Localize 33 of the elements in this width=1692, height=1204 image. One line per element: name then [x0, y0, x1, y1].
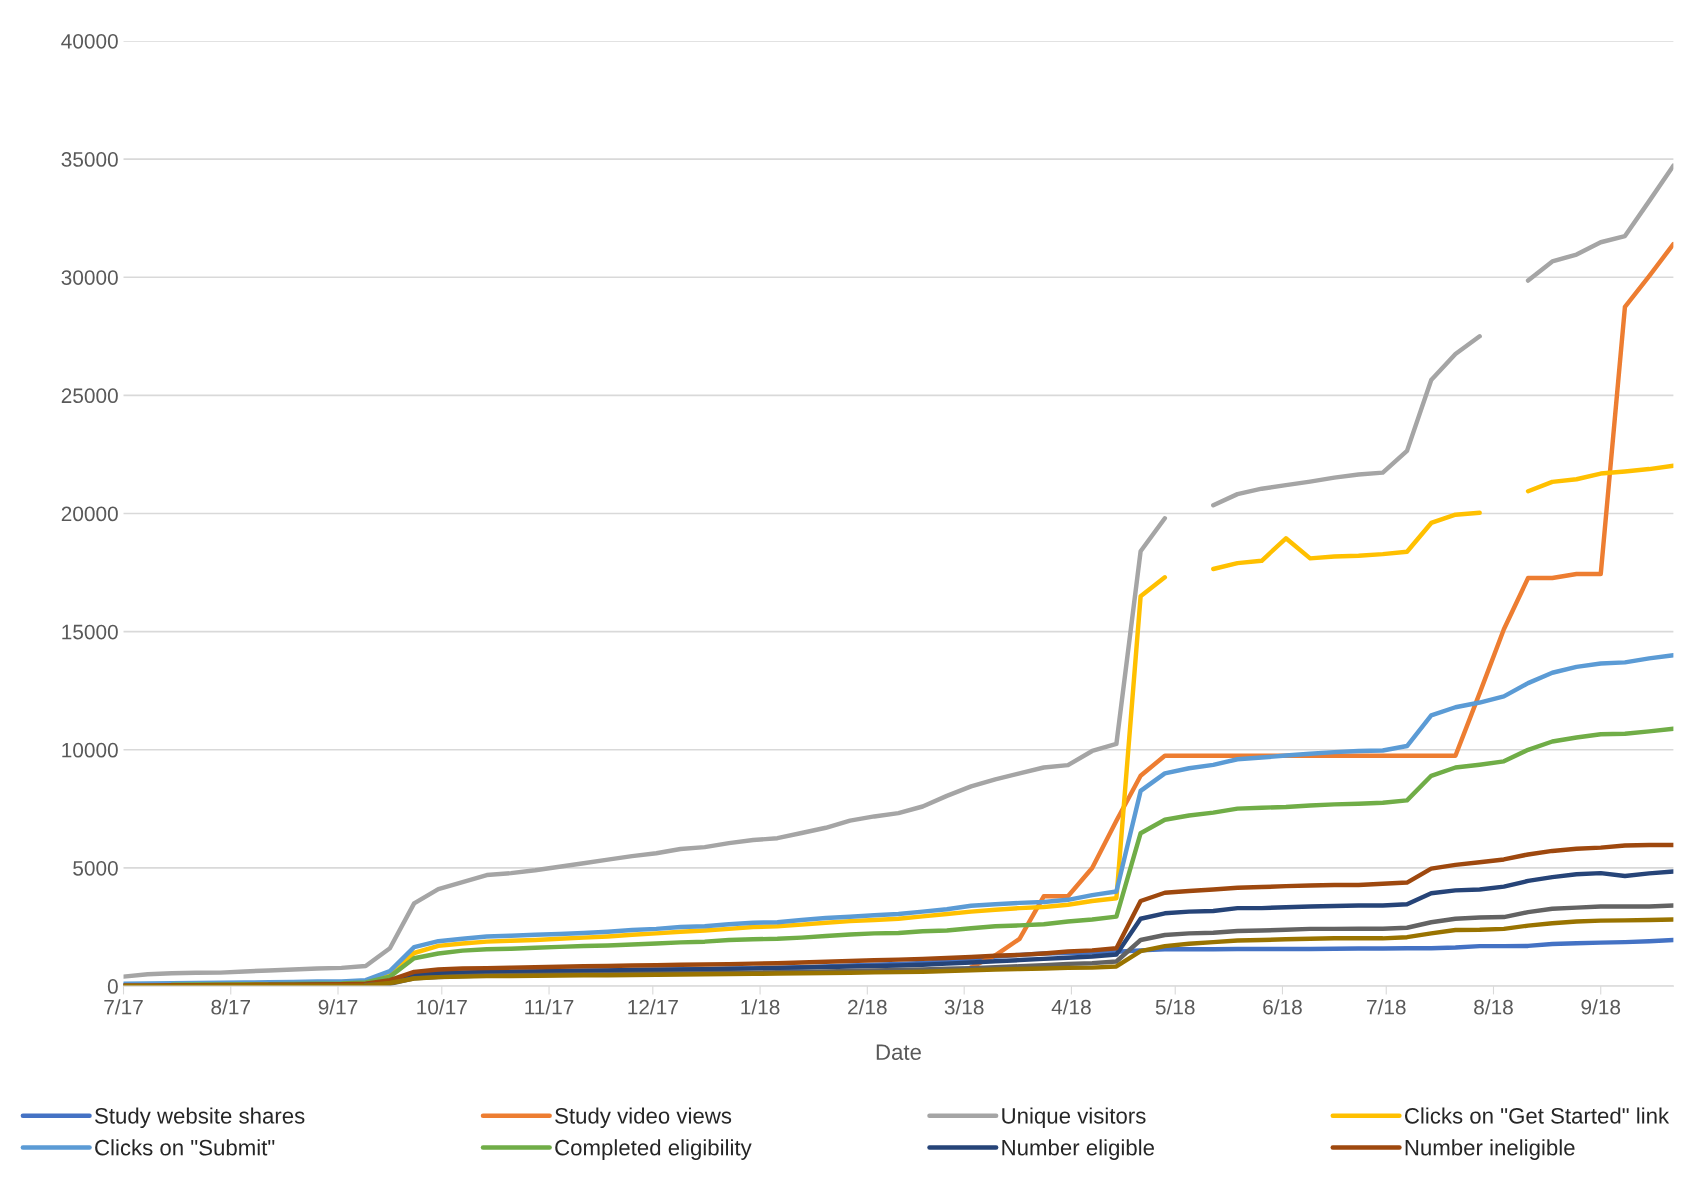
- x-tick-label: 10/17: [417, 999, 467, 1015]
- x-tick-label: 4/18: [1051, 999, 1091, 1015]
- x-tick-label: 11/17: [525, 999, 574, 1015]
- y-tick-label: 15000: [62, 624, 118, 640]
- x-tick-label: 3/18: [944, 999, 984, 1015]
- x-tick-label: 7/18: [1367, 999, 1406, 1015]
- x-tick-label: 6/18: [1263, 999, 1302, 1015]
- x-tick-label: 8/18: [1474, 999, 1513, 1015]
- x-tick-label: 9/17: [318, 999, 358, 1015]
- x-tick-label: 12/17: [628, 999, 678, 1015]
- y-tick-label: 40000: [61, 33, 118, 49]
- legend-label: Study video views: [555, 1107, 732, 1129]
- x-tick-label: 5/18: [1155, 999, 1195, 1015]
- x-tick-label: 1/18: [741, 999, 780, 1015]
- x-tick-label: 9/18: [1581, 999, 1621, 1015]
- y-tick-label: 5000: [73, 860, 118, 876]
- y-tick-label: 0: [107, 979, 118, 994]
- y-tick-label: 25000: [61, 388, 118, 404]
- x-axis-title: Date: [876, 1044, 921, 1061]
- y-tick-label: 10000: [62, 742, 118, 758]
- legend-label: Study website shares: [95, 1107, 305, 1129]
- y-tick-label: 20000: [61, 506, 118, 522]
- legend-label: Completed eligibility: [555, 1139, 752, 1160]
- legend-label: Number ineligible: [1405, 1139, 1575, 1160]
- x-tick-label: 8/17: [211, 999, 250, 1015]
- x-tick-label: 7/17: [104, 999, 143, 1015]
- legend-label: Number eligible: [1002, 1139, 1154, 1160]
- y-tick-label: 35000: [61, 152, 118, 167]
- legend-label: Clicks on "Submit": [95, 1139, 275, 1156]
- x-tick-label: 2/18: [848, 999, 887, 1015]
- legend-label: Clicks on "Get Started" link: [1405, 1107, 1670, 1124]
- legend-label: Unique visitors: [1002, 1107, 1146, 1129]
- y-tick-label: 30000: [61, 270, 118, 285]
